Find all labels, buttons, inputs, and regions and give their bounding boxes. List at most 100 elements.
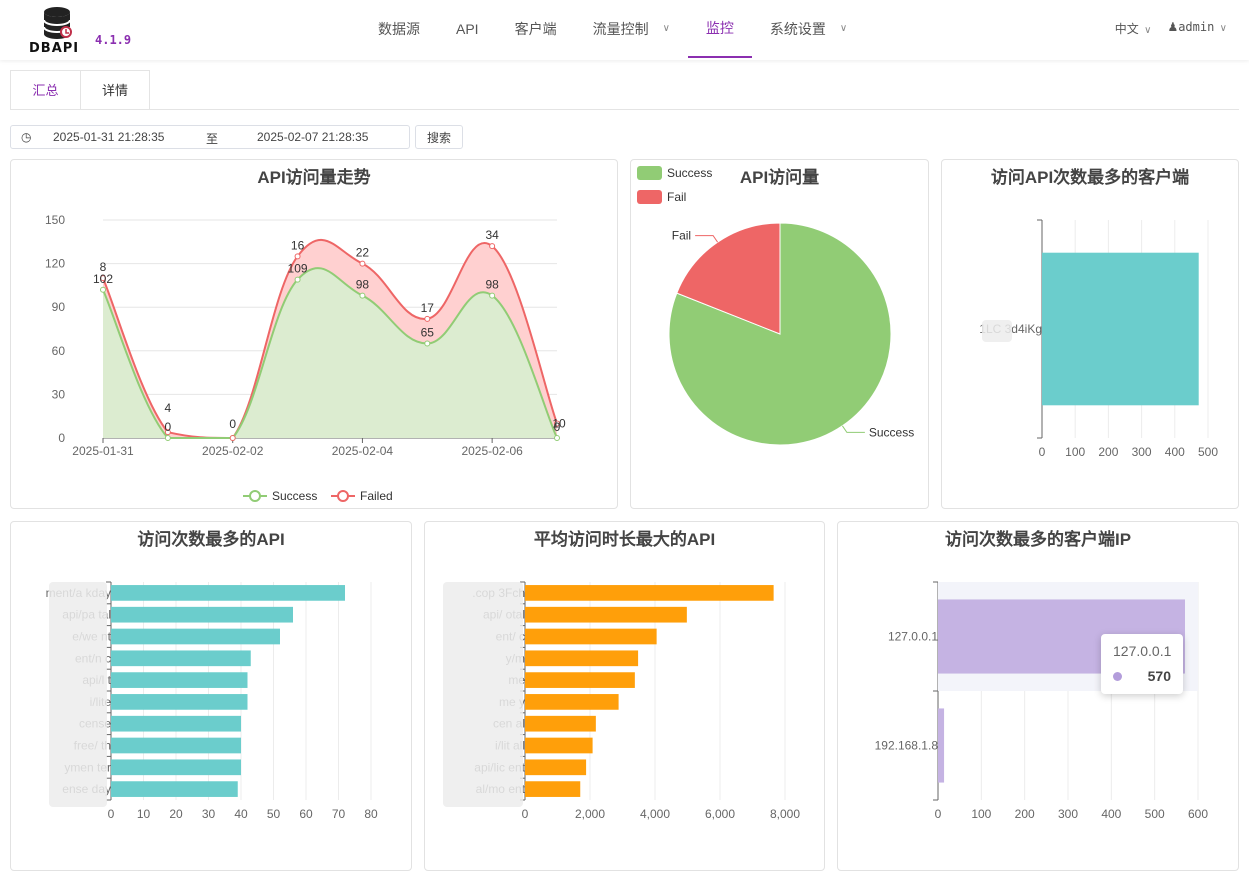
- x-tick-label: 2025-02-02: [202, 444, 264, 458]
- failed-data-label: 4: [165, 401, 172, 415]
- success-data-label: 0: [554, 420, 561, 434]
- bar: [111, 628, 280, 645]
- x-tick-label: 600: [1188, 807, 1208, 821]
- x-tick-label: 200: [1098, 445, 1118, 459]
- chart-title: API访问量走势: [257, 168, 371, 187]
- failed-point: [424, 315, 431, 322]
- x-tick-label: 30: [202, 807, 216, 821]
- bar: [1042, 252, 1199, 406]
- trend-chart: 0 30 60 90 120 150 2025-01-31 2025-02-02 2025-02…: [45, 213, 566, 503]
- x-tick-label: 40: [234, 807, 248, 821]
- tooltip-value: 570: [1147, 668, 1171, 684]
- x-tick-label: 0: [935, 807, 942, 821]
- chart-tooltip: 127.0.0.1 570: [1101, 634, 1183, 694]
- bar: [525, 694, 619, 710]
- bar: [525, 606, 687, 623]
- failed-point: [229, 435, 236, 441]
- chart-title: 访问次数最多的API: [137, 530, 285, 549]
- legend-swatch: [637, 166, 662, 180]
- x-tick-label: 60: [299, 807, 313, 821]
- tab-bar: 汇总 详情: [10, 70, 150, 110]
- y-tick-label: 0: [58, 431, 65, 445]
- legend-marker: [249, 490, 261, 502]
- redaction-blur: [49, 582, 107, 807]
- success-point: [489, 292, 496, 299]
- x-tick-label: 2025-02-06: [461, 444, 523, 458]
- nav-item-client[interactable]: 客户端: [514, 21, 557, 37]
- chevron-down-icon: ∨: [1144, 25, 1152, 36]
- x-tick-label: 0: [522, 807, 529, 821]
- pie-label-line: [841, 425, 865, 433]
- top-api-chart: 01020304050607080ment/a kdayapi/pa tale/…: [46, 581, 378, 821]
- redaction-blur: [443, 582, 523, 807]
- chart-title: API访问量: [739, 168, 820, 187]
- bar: [525, 759, 587, 776]
- date-range-picker[interactable]: ◷ 2025-01-31 21:28:35 至 2025-02-07 21:28…: [10, 125, 410, 149]
- x-tick-label: 500: [1198, 445, 1218, 459]
- bar: [525, 585, 774, 601]
- database-logo-icon: [43, 7, 72, 39]
- success-data-label: 65: [421, 326, 435, 340]
- language-dropdown[interactable]: 中文 ∨: [1114, 22, 1152, 36]
- series-dot-icon: [1113, 672, 1122, 681]
- start-date-input[interactable]: 2025-01-31 21:28:35: [53, 130, 165, 144]
- tab-detail[interactable]: 详情: [80, 70, 150, 110]
- success-point: [100, 286, 106, 293]
- chevron-down-icon: ∨: [1219, 23, 1227, 34]
- failed-point: [164, 429, 171, 436]
- top-client-panel: 访问API次数最多的客户端 01002003004005001LC 3d4iKg: [941, 159, 1239, 509]
- search-button[interactable]: 搜索: [415, 125, 463, 149]
- x-tick-label: 50: [267, 807, 281, 821]
- x-tick-label: 2025-01-31: [72, 444, 134, 458]
- nav-item-monitor[interactable]: 监控: [687, 0, 752, 58]
- bar: [525, 715, 596, 732]
- nav-item-settings[interactable]: 系统设置 ∨: [752, 0, 865, 58]
- failed-data-label: 22: [356, 246, 370, 260]
- y-tick-label: 120: [45, 257, 65, 271]
- bar: [938, 708, 945, 783]
- chevron-down-icon: ∨: [662, 23, 670, 34]
- bar: [111, 672, 248, 688]
- success-data-label: 109: [288, 262, 308, 276]
- tab-divider: [10, 109, 1239, 110]
- success-data-label: 98: [356, 278, 370, 292]
- y-tick-label: 150: [45, 213, 65, 227]
- x-tick-label: 4,000: [640, 807, 670, 821]
- bar: [111, 606, 293, 623]
- logo-text: DBAPI: [29, 41, 80, 56]
- pie-chart: Success Fail Success Fail: [637, 166, 914, 446]
- top-ip-panel: 访问次数最多的客户端IP 0 100 200 300 400 500 600 127.0.0.…: [837, 521, 1239, 871]
- legend-label: Fail: [667, 190, 686, 204]
- success-data-label: 0: [165, 420, 172, 434]
- x-tick-label: 100: [971, 807, 991, 821]
- nav-item-datasource[interactable]: 数据源: [378, 21, 420, 37]
- x-tick-label: 2025-02-04: [332, 444, 394, 458]
- legend-label: Failed: [360, 489, 393, 503]
- x-tick-label: 400: [1101, 807, 1121, 821]
- x-tick-label: 100: [1065, 445, 1085, 459]
- nav-item-flow-control[interactable]: 流量控制 ∨: [575, 0, 688, 58]
- x-tick-label: 0: [108, 807, 115, 821]
- user-dropdown[interactable]: ♟admin ∨: [1167, 20, 1227, 34]
- chart-title: 平均访问时长最大的API: [533, 530, 716, 549]
- legend-swatch: [637, 190, 662, 204]
- tab-summary[interactable]: 汇总: [10, 70, 80, 110]
- top-navbar: DBAPI 4.1.9 数据源 API 客户端 流量控制 ∨ 监控 系统设置 ∨ 中…: [0, 0, 1249, 60]
- bar: [111, 737, 241, 754]
- success-point: [424, 340, 431, 347]
- failed-point: [359, 260, 366, 267]
- top-api-panel: 访问次数最多的API 01020304050607080ment/a kdaya…: [10, 521, 412, 871]
- failed-point: [554, 420, 560, 427]
- failed-data-label: 34: [485, 228, 499, 242]
- version-label: 4.1.9: [95, 33, 132, 47]
- success-data-label: 102: [93, 272, 113, 286]
- end-date-input[interactable]: 2025-02-07 21:28:35: [257, 130, 369, 144]
- x-tick-label: 200: [1015, 807, 1035, 821]
- x-tick-label: 10: [137, 807, 151, 821]
- x-tick-label: 300: [1058, 807, 1078, 821]
- success-area: [103, 268, 557, 438]
- nav-item-api[interactable]: API: [456, 21, 479, 37]
- bar: [111, 781, 238, 797]
- pie-chart-panel: API访问量 Success Fail Success Fail: [630, 159, 929, 509]
- failed-point: [294, 253, 301, 260]
